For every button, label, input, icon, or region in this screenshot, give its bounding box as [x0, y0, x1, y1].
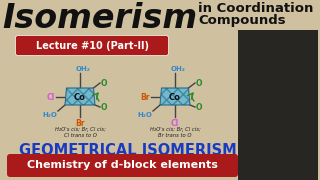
Text: O: O [101, 102, 108, 111]
Text: H₂O's cis; Br, Cl cis;: H₂O's cis; Br, Cl cis; [150, 127, 200, 132]
Text: Br: Br [140, 93, 150, 102]
Text: Lecture #10 (Part-II): Lecture #10 (Part-II) [36, 41, 148, 51]
Text: H₂O's cis; Br, Cl cis;: H₂O's cis; Br, Cl cis; [55, 127, 105, 132]
Text: Cl: Cl [47, 93, 55, 102]
Polygon shape [65, 88, 95, 105]
Text: H₂O: H₂O [137, 112, 152, 118]
Text: Chemistry of d-block elements: Chemistry of d-block elements [27, 161, 217, 170]
FancyBboxPatch shape [7, 154, 238, 177]
Text: Cl: Cl [171, 119, 179, 128]
Text: Compounds: Compounds [198, 14, 286, 27]
Text: O: O [196, 78, 203, 87]
Text: O: O [196, 102, 203, 111]
Text: Cl trans to O: Cl trans to O [64, 133, 96, 138]
Polygon shape [160, 88, 190, 105]
Polygon shape [238, 30, 318, 180]
Text: H₂O: H₂O [42, 112, 57, 118]
Text: OH₂: OH₂ [76, 66, 91, 72]
Text: Co: Co [74, 93, 86, 102]
Text: Br: Br [75, 119, 85, 128]
Text: OH₂: OH₂ [171, 66, 185, 72]
Text: in Coordination: in Coordination [198, 2, 313, 15]
Text: Co: Co [169, 93, 181, 102]
Text: Br trans to O: Br trans to O [158, 133, 192, 138]
Text: O: O [101, 78, 108, 87]
Text: GEOMETRICAL ISOMERISM: GEOMETRICAL ISOMERISM [19, 143, 237, 158]
FancyBboxPatch shape [15, 35, 169, 55]
Text: Isomerism: Isomerism [2, 2, 197, 35]
